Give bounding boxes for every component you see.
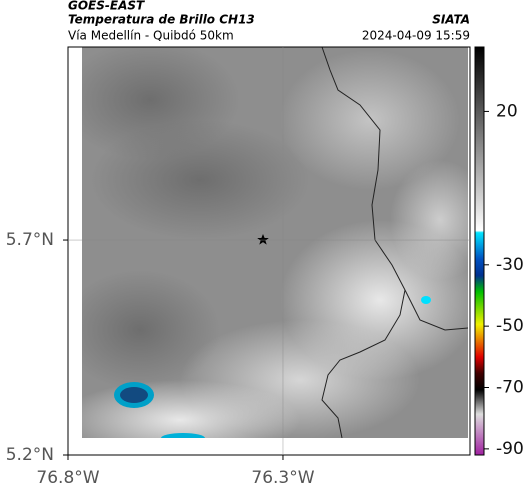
colorbar-tick-label: -90 — [496, 439, 524, 459]
map-frame — [67, 46, 471, 456]
y-tick-label: 5.7°N — [6, 230, 54, 250]
colorbar-tick-label: 20 — [496, 101, 518, 121]
colorbar-tick-label: -30 — [496, 255, 524, 275]
colorbar-tick-label: -70 — [496, 378, 524, 398]
y-tick-label: 5.2°N — [6, 445, 54, 465]
satellite-image — [82, 47, 468, 438]
colorbar — [474, 46, 485, 456]
subtitle: Vía Medellín - Quibdó 50km — [68, 29, 234, 43]
x-tick-label: 76.3°W — [251, 468, 314, 488]
datetime: 2024-04-09 15:59 — [362, 29, 470, 43]
x-tick-label: 76.8°W — [36, 468, 99, 488]
source: SIATA — [432, 13, 470, 27]
satellite: GOES-EAST — [68, 0, 145, 13]
marker — [257, 234, 269, 245]
colorbar-tick-label: -50 — [496, 316, 524, 336]
title: Temperatura de Brillo CH13 — [68, 13, 255, 27]
